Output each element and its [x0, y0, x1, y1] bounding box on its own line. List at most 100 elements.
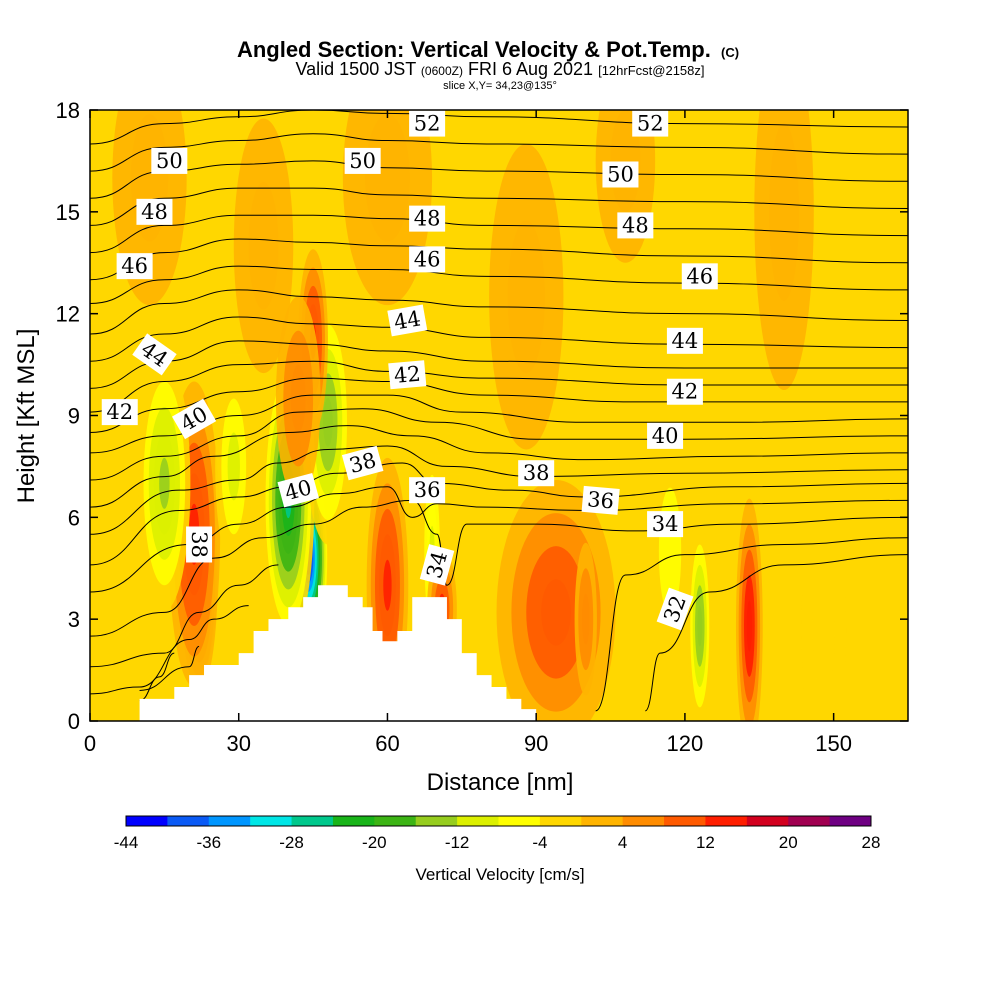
- colorbar-swatch: [829, 816, 872, 826]
- contour-label-bg: [409, 246, 446, 273]
- contour-label-bg: [277, 472, 319, 508]
- contour-label-text: 44: [392, 306, 422, 334]
- colorbar-tick-label: -44: [114, 833, 139, 852]
- contour-label-text: 50: [349, 149, 376, 173]
- y-tick-label: 9: [68, 404, 80, 429]
- contour-label-bg: [116, 253, 153, 280]
- colorbar-title: Vertical Velocity [cm/s]: [415, 865, 584, 884]
- colorbar-tick-label: -4: [532, 833, 547, 852]
- x-tick-label: 60: [375, 731, 399, 756]
- y-tick-label: 3: [68, 607, 80, 632]
- velocity-band: [507, 220, 545, 374]
- velocity-band: [365, 114, 410, 242]
- contour-label-bg: [409, 205, 446, 232]
- x-tick-label: 30: [226, 731, 250, 756]
- velocity-cell: [574, 542, 597, 696]
- y-tick-label: 6: [68, 505, 80, 530]
- contour-label: 42: [388, 360, 427, 390]
- contour-label: 46: [409, 246, 446, 273]
- y-tick-label: 15: [56, 200, 80, 225]
- contour-label-bg: [602, 161, 639, 188]
- velocity-band: [769, 122, 799, 301]
- colorbar-tick-label: -28: [279, 833, 304, 852]
- contour-label: 40: [277, 472, 319, 508]
- velocity-cell: [215, 364, 253, 569]
- contour-label-text: 48: [414, 207, 441, 231]
- colorbar-swatch: [374, 816, 417, 826]
- contour-label-text: 48: [622, 213, 649, 237]
- contour-label-text: 50: [607, 162, 634, 186]
- colorbar-tick-label: -12: [445, 833, 470, 852]
- colorbar-swatch: [788, 816, 831, 826]
- colorbar-tick-label: 28: [862, 833, 881, 852]
- contour-label: 46: [116, 253, 153, 280]
- velocity-cell: [801, 502, 847, 721]
- isentrope-line: [90, 425, 908, 508]
- contour-label-bg: [132, 333, 177, 376]
- velocity-band: [383, 559, 392, 611]
- contour-label: 36: [581, 485, 620, 515]
- contour-label-bg: [388, 360, 427, 390]
- contour-label: 50: [344, 147, 381, 174]
- contour-label-text: 42: [393, 362, 422, 388]
- contour-label-text: 48: [141, 200, 168, 224]
- velocity-band: [697, 605, 703, 647]
- contour-label: 48: [409, 205, 446, 232]
- contour-label-bg: [647, 422, 684, 449]
- y-tick-label: 12: [56, 302, 80, 327]
- velocity-cell: [233, 118, 294, 374]
- contour-label: 36: [409, 477, 446, 504]
- y-axis-title: Height [Kft MSL]: [13, 329, 40, 504]
- velocity-band: [227, 432, 240, 501]
- colorbar-swatch: [746, 816, 789, 826]
- isentrope-line: [90, 486, 908, 593]
- velocity-cell: [735, 498, 763, 721]
- contour-label: 38: [341, 445, 384, 481]
- colorbar-swatch: [332, 816, 375, 826]
- contour-label-text: 46: [121, 254, 148, 278]
- colorbar: -44 -36 -28 -20 -12 -4 4 12 20 28: [114, 815, 881, 852]
- contour-label: 42: [101, 399, 138, 426]
- velocity-band: [582, 593, 590, 645]
- contour-label: 34: [647, 511, 684, 538]
- contour-label-text: 44: [672, 329, 699, 353]
- contour-label: 50: [602, 161, 639, 188]
- contour-label-text: 50: [156, 149, 183, 173]
- contour-label: 50: [151, 147, 188, 174]
- colorbar-tick-label: 4: [618, 833, 627, 852]
- contour-label: 38: [518, 460, 555, 487]
- contour-label-text: 36: [414, 478, 441, 502]
- contour-label: 46: [681, 263, 718, 290]
- colorbar-swatch: [622, 816, 665, 826]
- colorbar-swatch: [250, 816, 293, 826]
- contour-label-bg: [172, 398, 217, 440]
- contour-label: 38: [186, 526, 213, 563]
- contour-label-bg: [666, 378, 703, 405]
- isentrope-line: [90, 238, 908, 281]
- chart-slice-info: slice X,Y= 34,23@135°: [443, 80, 557, 92]
- colorbar-swatch: [126, 816, 168, 826]
- x-axis-title: Distance [nm]: [427, 769, 574, 796]
- contour-label-bg: [136, 198, 173, 225]
- colorbar-swatch: [664, 816, 706, 826]
- contour-label: 40: [647, 422, 684, 449]
- contour-label-text: 42: [106, 400, 133, 424]
- velocity-band: [812, 565, 835, 693]
- isentrope-line: [90, 187, 908, 226]
- velocity-cell: [138, 356, 191, 611]
- colorbar-tick-label: 20: [779, 833, 798, 852]
- contour-label: 44: [666, 327, 703, 354]
- isentrope-line: [90, 133, 908, 172]
- contour-label: 44: [387, 304, 428, 337]
- colorbar-swatch: [167, 816, 210, 826]
- contour-label-bg: [581, 485, 620, 515]
- contour-label-bg: [666, 327, 703, 354]
- contour-label-bg: [101, 399, 138, 426]
- colorbar-tick-label: -36: [196, 833, 221, 852]
- colorbar-swatch: [415, 816, 458, 826]
- velocity-cell: [687, 524, 712, 721]
- colorbar-swatch: [457, 816, 499, 826]
